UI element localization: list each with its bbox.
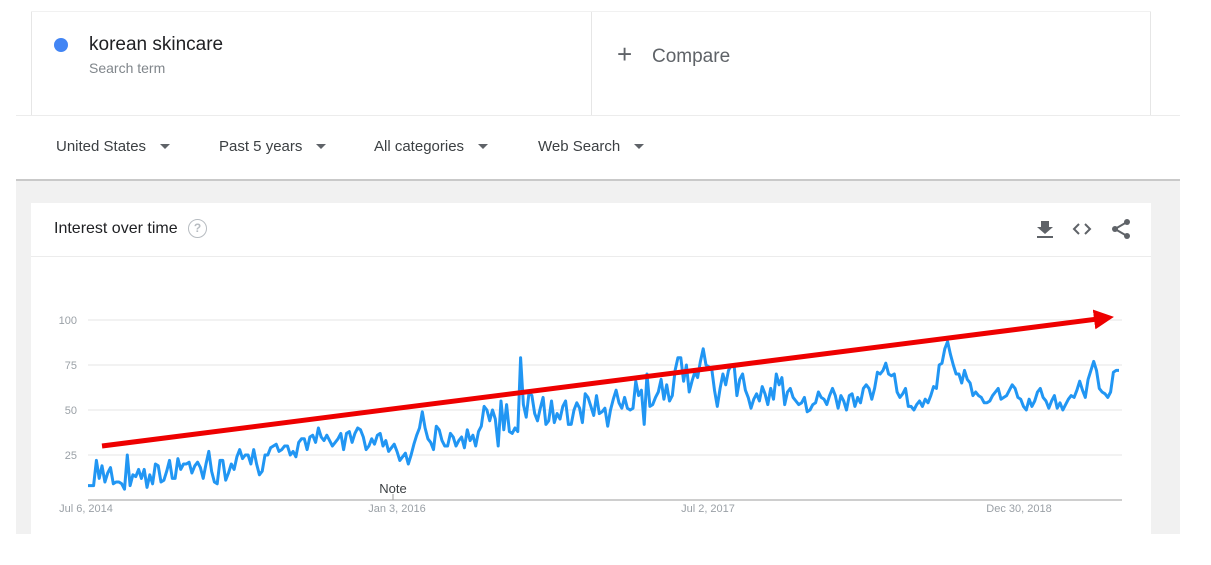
time-filter-label: Past 5 years xyxy=(219,138,303,155)
note-label: Note xyxy=(379,481,406,496)
series-line xyxy=(88,340,1119,491)
y-tick-label: 75 xyxy=(65,360,77,372)
y-tick-label: 50 xyxy=(65,405,77,417)
plus-icon: + xyxy=(617,39,633,69)
search-type-filter-label: Web Search xyxy=(538,138,621,155)
filter-bar: United States Past 5 years All categorie… xyxy=(16,116,1180,179)
search-term-subtitle: Search term xyxy=(89,60,166,76)
x-tick-label: Jul 2, 2017 xyxy=(681,503,735,515)
trend-arrow xyxy=(101,309,1114,449)
category-filter-label: All categories xyxy=(374,138,465,155)
term-color-dot xyxy=(54,38,68,52)
search-term-row: korean skincare Search term + Compare xyxy=(31,11,1151,116)
compare-label: Compare xyxy=(652,46,731,67)
search-term-name[interactable]: korean skincare xyxy=(89,34,224,55)
y-tick-label: 25 xyxy=(65,450,77,462)
share-icon[interactable] xyxy=(1110,218,1132,240)
caret-down-icon xyxy=(634,144,645,149)
caret-down-icon xyxy=(316,144,327,149)
filter-bar-shadow xyxy=(16,179,1180,181)
widget-title: Interest over time xyxy=(54,220,178,237)
search-term-card[interactable]: korean skincare Search term xyxy=(31,12,592,116)
search-type-filter-dropdown[interactable]: Web Search xyxy=(538,138,645,155)
download-icon[interactable] xyxy=(1034,218,1056,240)
interest-over-time-widget: Interest over time ? 25 50 75 100 Jul 6, 20… xyxy=(31,203,1151,534)
x-tick-label: Dec 30, 2018 xyxy=(986,503,1051,515)
embed-code-icon[interactable] xyxy=(1071,218,1093,240)
x-tick-label: Jul 6, 2014 xyxy=(59,503,113,515)
compare-button[interactable]: + Compare xyxy=(591,12,1151,116)
x-tick-label: Jan 3, 2016 xyxy=(368,503,426,515)
time-filter-dropdown[interactable]: Past 5 years xyxy=(219,138,327,155)
line-chart[interactable]: 25 50 75 100 Jul 6, 2014 Jan 3, 2016 Jul 2, 2… xyxy=(31,203,1151,534)
caret-down-icon xyxy=(478,144,489,149)
geo-filter-dropdown[interactable]: United States xyxy=(56,138,171,155)
y-tick-label: 100 xyxy=(59,315,77,327)
category-filter-dropdown[interactable]: All categories xyxy=(374,138,489,155)
help-circle-icon[interactable]: ? xyxy=(188,219,207,238)
geo-filter-label: United States xyxy=(56,138,147,155)
caret-down-icon xyxy=(160,144,171,149)
widget-header-divider xyxy=(31,256,1151,257)
header-divider xyxy=(16,115,1180,116)
